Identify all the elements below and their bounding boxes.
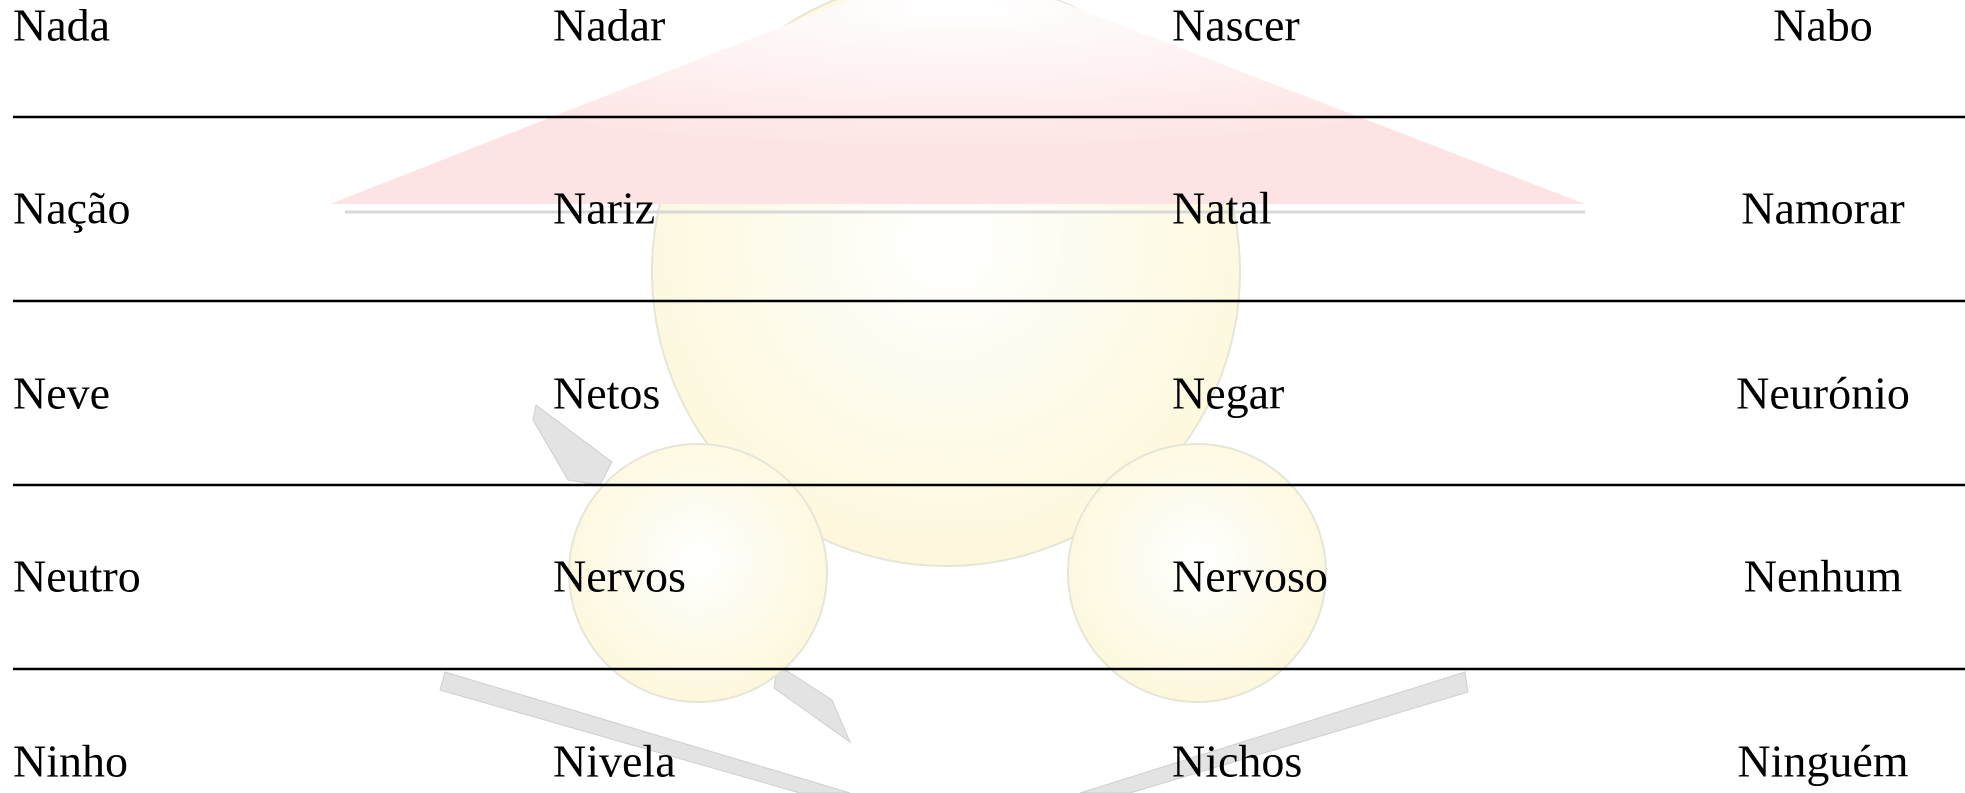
- table-cell: Neurónio: [1736, 368, 1910, 419]
- table-cell: Nascer: [1172, 0, 1300, 51]
- table-cell: Netos: [553, 368, 660, 419]
- table-cell: Nada: [13, 0, 110, 51]
- table-cell: Nadar: [553, 0, 665, 51]
- table-cell: Nabo: [1773, 0, 1873, 51]
- table-cell: Ninguém: [1737, 736, 1908, 787]
- table-cell: Nervos: [553, 551, 686, 602]
- table-cell: Nenhum: [1744, 551, 1903, 602]
- table-cell: Neve: [13, 368, 110, 419]
- table-cell: Nervoso: [1172, 551, 1328, 602]
- table-cell: Nariz: [553, 183, 655, 234]
- watermark: [330, 0, 1585, 793]
- table-cell: Nação: [13, 183, 130, 234]
- table-cell: Neutro: [13, 551, 141, 602]
- table-cell: Namorar: [1741, 183, 1904, 234]
- table-cell: Negar: [1172, 368, 1284, 419]
- table-cell: Nivela: [553, 736, 676, 787]
- table-cell: Natal: [1172, 183, 1272, 234]
- table-cell: Nichos: [1172, 736, 1302, 787]
- table-cell: Ninho: [13, 736, 128, 787]
- row-rules: [13, 115, 1965, 671]
